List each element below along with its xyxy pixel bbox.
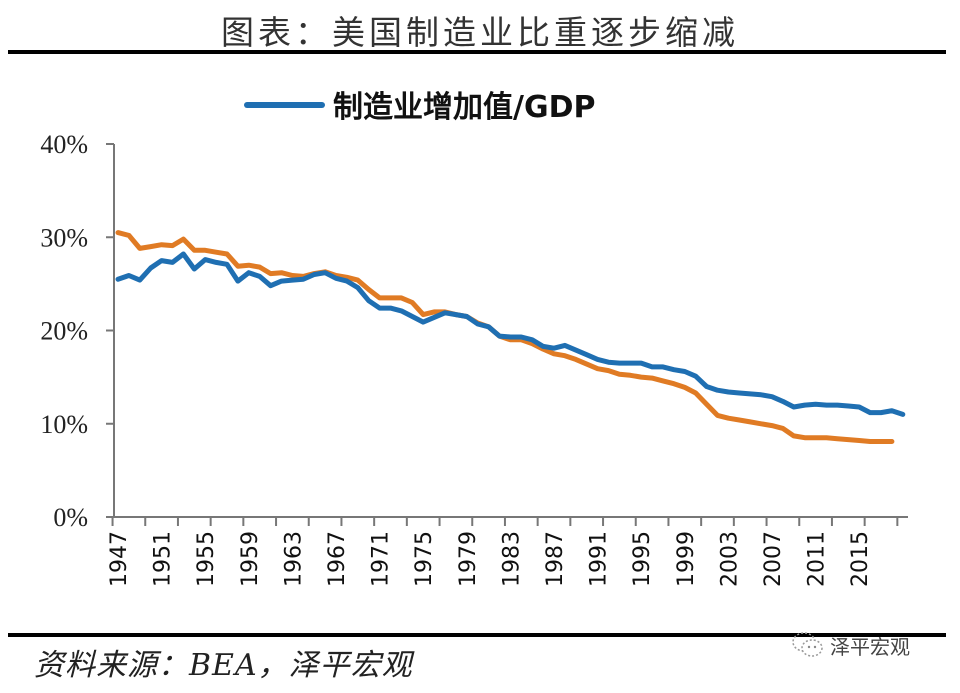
y-axis: 0% 10% 20% 30% 40% [40,130,115,532]
y-tick-label: 10% [40,410,88,439]
x-tick-label: 1951 [151,531,176,587]
series-layer [115,230,906,444]
x-tick-label: 1979 [456,531,481,587]
x-tick-label: 2007 [761,531,786,587]
data-source-note: 资料来源：BEA，泽平宏观 [34,648,413,683]
top-divider [8,50,946,54]
watermark: 泽平宏观 [790,630,910,660]
x-tick-label: 2011 [805,531,830,587]
x-tick-label: 1967 [325,531,350,587]
x-tick-label: 1963 [281,531,306,587]
x-tick-label: 2003 [717,531,742,587]
x-tick-label: 1995 [630,531,655,587]
y-tick-label: 30% [40,223,88,252]
x-tick-label: 1991 [587,531,612,587]
y-tick-label: 20% [40,317,88,346]
x-tick-label: 1947 [107,531,132,587]
y-tick-label: 40% [40,130,88,159]
series-line-manufacturing-share [115,251,906,417]
x-tick-label: 1999 [674,531,699,587]
x-tick-label: 2015 [848,531,873,587]
x-tick-label: 1975 [412,531,437,587]
wechat-icon [792,632,823,657]
x-tick-label: 1955 [194,531,219,587]
x-tick-label: 1987 [543,531,568,587]
y-tick-label: 0% [53,503,88,532]
watermark-text: 泽平宏观 [830,634,910,659]
x-tick-label: 1983 [499,531,524,587]
bottom-divider [8,633,946,637]
legend: 制造业增加值/GDP [244,90,595,125]
x-axis: 1947 1951 1955 1959 1963 1967 1971 1975 1979 1983… [107,516,908,587]
x-tick-label: 1959 [238,531,263,587]
series-points-manufacturing-share [117,254,903,415]
chart-title: 图表：美国制造业比重逐步缩减 [221,13,739,52]
x-tick-label: 1971 [369,531,394,587]
series-points-secondary [117,232,892,442]
legend-label-manufacturing: 制造业增加值/GDP [333,90,595,125]
